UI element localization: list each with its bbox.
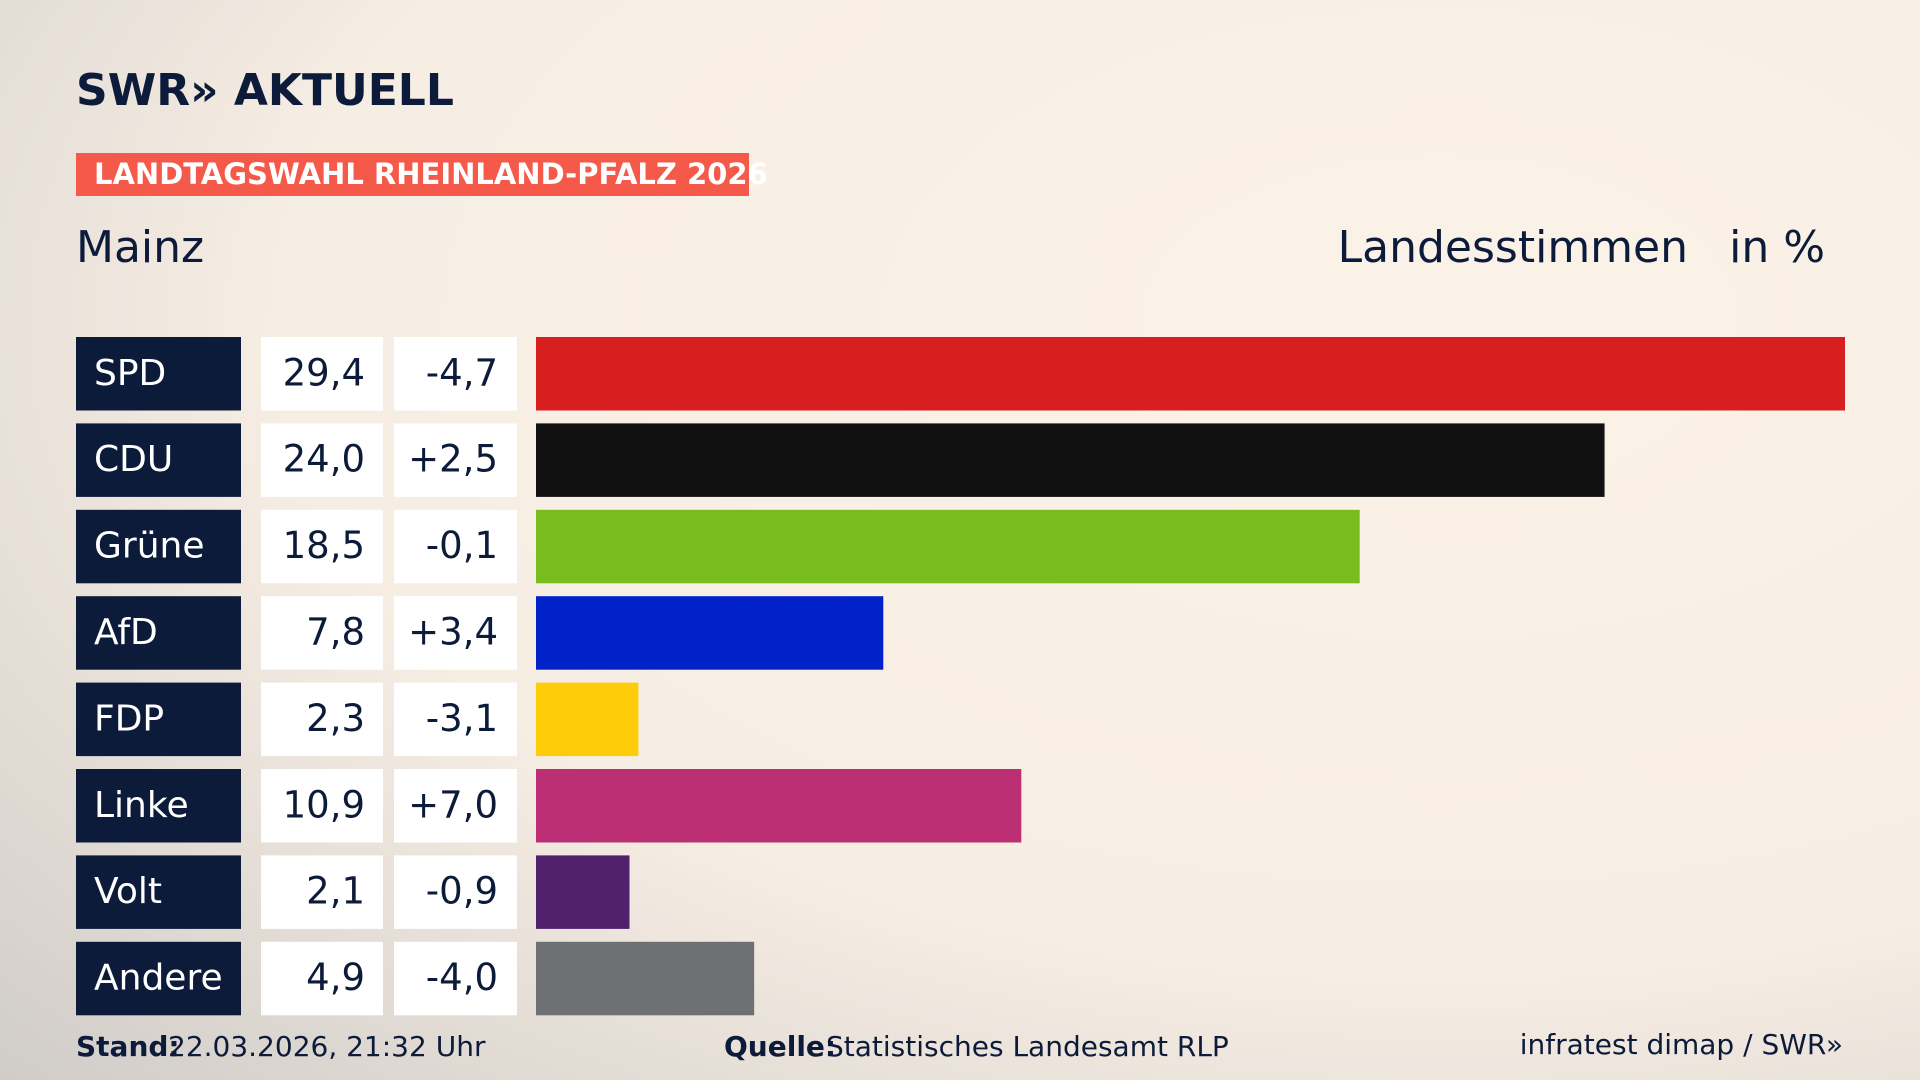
change-label: -0,9 [426,870,498,913]
value-box [261,682,383,757]
change-box [394,682,517,757]
brand-logo: SWR» AKTUELL [76,65,454,116]
value-label: 29,4 [283,351,365,394]
bar [536,596,884,670]
bar [536,423,1605,497]
value-label: 18,5 [283,524,365,567]
bar [536,337,1845,411]
change-label: -4,0 [426,956,498,999]
unit-label: in % [1729,222,1825,273]
party-box [76,337,241,411]
chart-title: LANDTAGSWAHL RHEINLAND-PFALZ 2026 [94,157,768,191]
value-label: 24,0 [283,438,365,481]
value-box [261,855,383,929]
value-label: 4,9 [306,956,365,999]
source-label: Quelle: [724,1030,836,1063]
value-box [261,423,383,497]
change-box [394,855,517,929]
party-name: AfD [94,612,158,653]
party-name: FDP [94,698,164,739]
change-label: -0,1 [426,524,498,567]
party-name: Grüne [94,526,204,567]
party-name: Linke [94,785,189,826]
party-box [76,769,241,843]
credit: infratest dimap / SWR» [1520,1028,1843,1061]
bar [536,769,1022,843]
source: Statistisches Landesamt RLP [826,1030,1229,1063]
change-label: -3,1 [426,697,498,740]
value-box [261,596,383,670]
value-label: 2,1 [306,870,365,913]
change-label: +2,5 [408,438,498,481]
bar [536,509,1360,584]
change-box [394,941,517,1016]
party-box [76,855,241,929]
value-box [261,941,383,1016]
party-box [76,941,241,1016]
change-box [394,423,517,497]
change-box [394,769,517,843]
stand-label: Stand: [76,1030,180,1063]
party-box [76,509,241,584]
stand: 22.03.2026, 21:32 Uhr [168,1030,486,1063]
party-name: CDU [94,439,173,480]
value-label: 7,8 [306,610,365,653]
change-label: +7,0 [408,783,498,826]
change-label: +3,4 [408,610,498,653]
value-label: Landesstimmen [1338,222,1688,273]
party-name: SPD [94,353,166,394]
value-box [261,337,383,411]
party-name: Volt [94,871,162,912]
change-box [394,509,517,584]
party-box [76,682,241,757]
title-tag [76,153,749,196]
value-box [261,769,383,843]
value-label: 10,9 [283,783,365,826]
bar [536,941,755,1016]
change-box [394,337,517,411]
party-box [76,423,241,497]
party-name: Andere [94,958,223,999]
chart-subtitle: Mainz [76,222,204,273]
bar [536,855,630,929]
party-box [76,596,241,670]
value-label: 2,3 [306,697,365,740]
change-box [394,596,517,670]
change-label: -4,7 [426,351,498,394]
value-box [261,509,383,584]
bar [536,682,639,757]
